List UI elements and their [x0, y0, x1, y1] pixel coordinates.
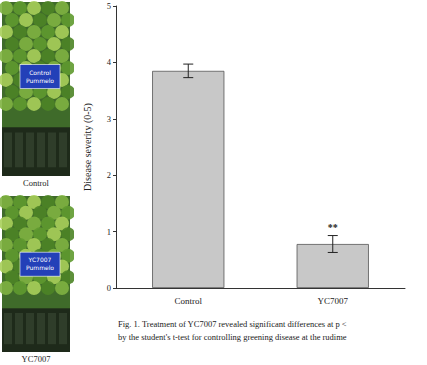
svg-text:YC7007: YC7007 — [317, 296, 348, 306]
svg-text:YC7007: YC7007 — [22, 354, 51, 364]
svg-text:Control: Control — [29, 69, 51, 76]
html-text:Fig. 1. Treatment of YC7007 re: Fig. 1. Treatment of YC7007 revealed sig… — [118, 319, 347, 329]
svg-text:Pummelo: Pummelo — [26, 264, 54, 271]
svg-text:Pummelo: Pummelo — [26, 77, 54, 84]
svg-text:Control: Control — [174, 296, 202, 306]
svg-text:Control: Control — [23, 178, 50, 188]
html-text:by the student's t-test for co: by the student's t-test for controlling … — [118, 332, 347, 342]
svg-text:0: 0 — [107, 283, 111, 293]
svg-text:2: 2 — [107, 170, 111, 180]
svg-text:YC7007: YC7007 — [28, 256, 52, 263]
svg-text:Disease severity (0-5): Disease severity (0-5) — [82, 103, 94, 191]
svg-text:5: 5 — [107, 1, 111, 11]
svg-text:**: ** — [328, 222, 338, 233]
svg-text:4: 4 — [107, 57, 112, 67]
svg-text:3: 3 — [107, 114, 111, 124]
svg-text:1: 1 — [107, 227, 111, 237]
